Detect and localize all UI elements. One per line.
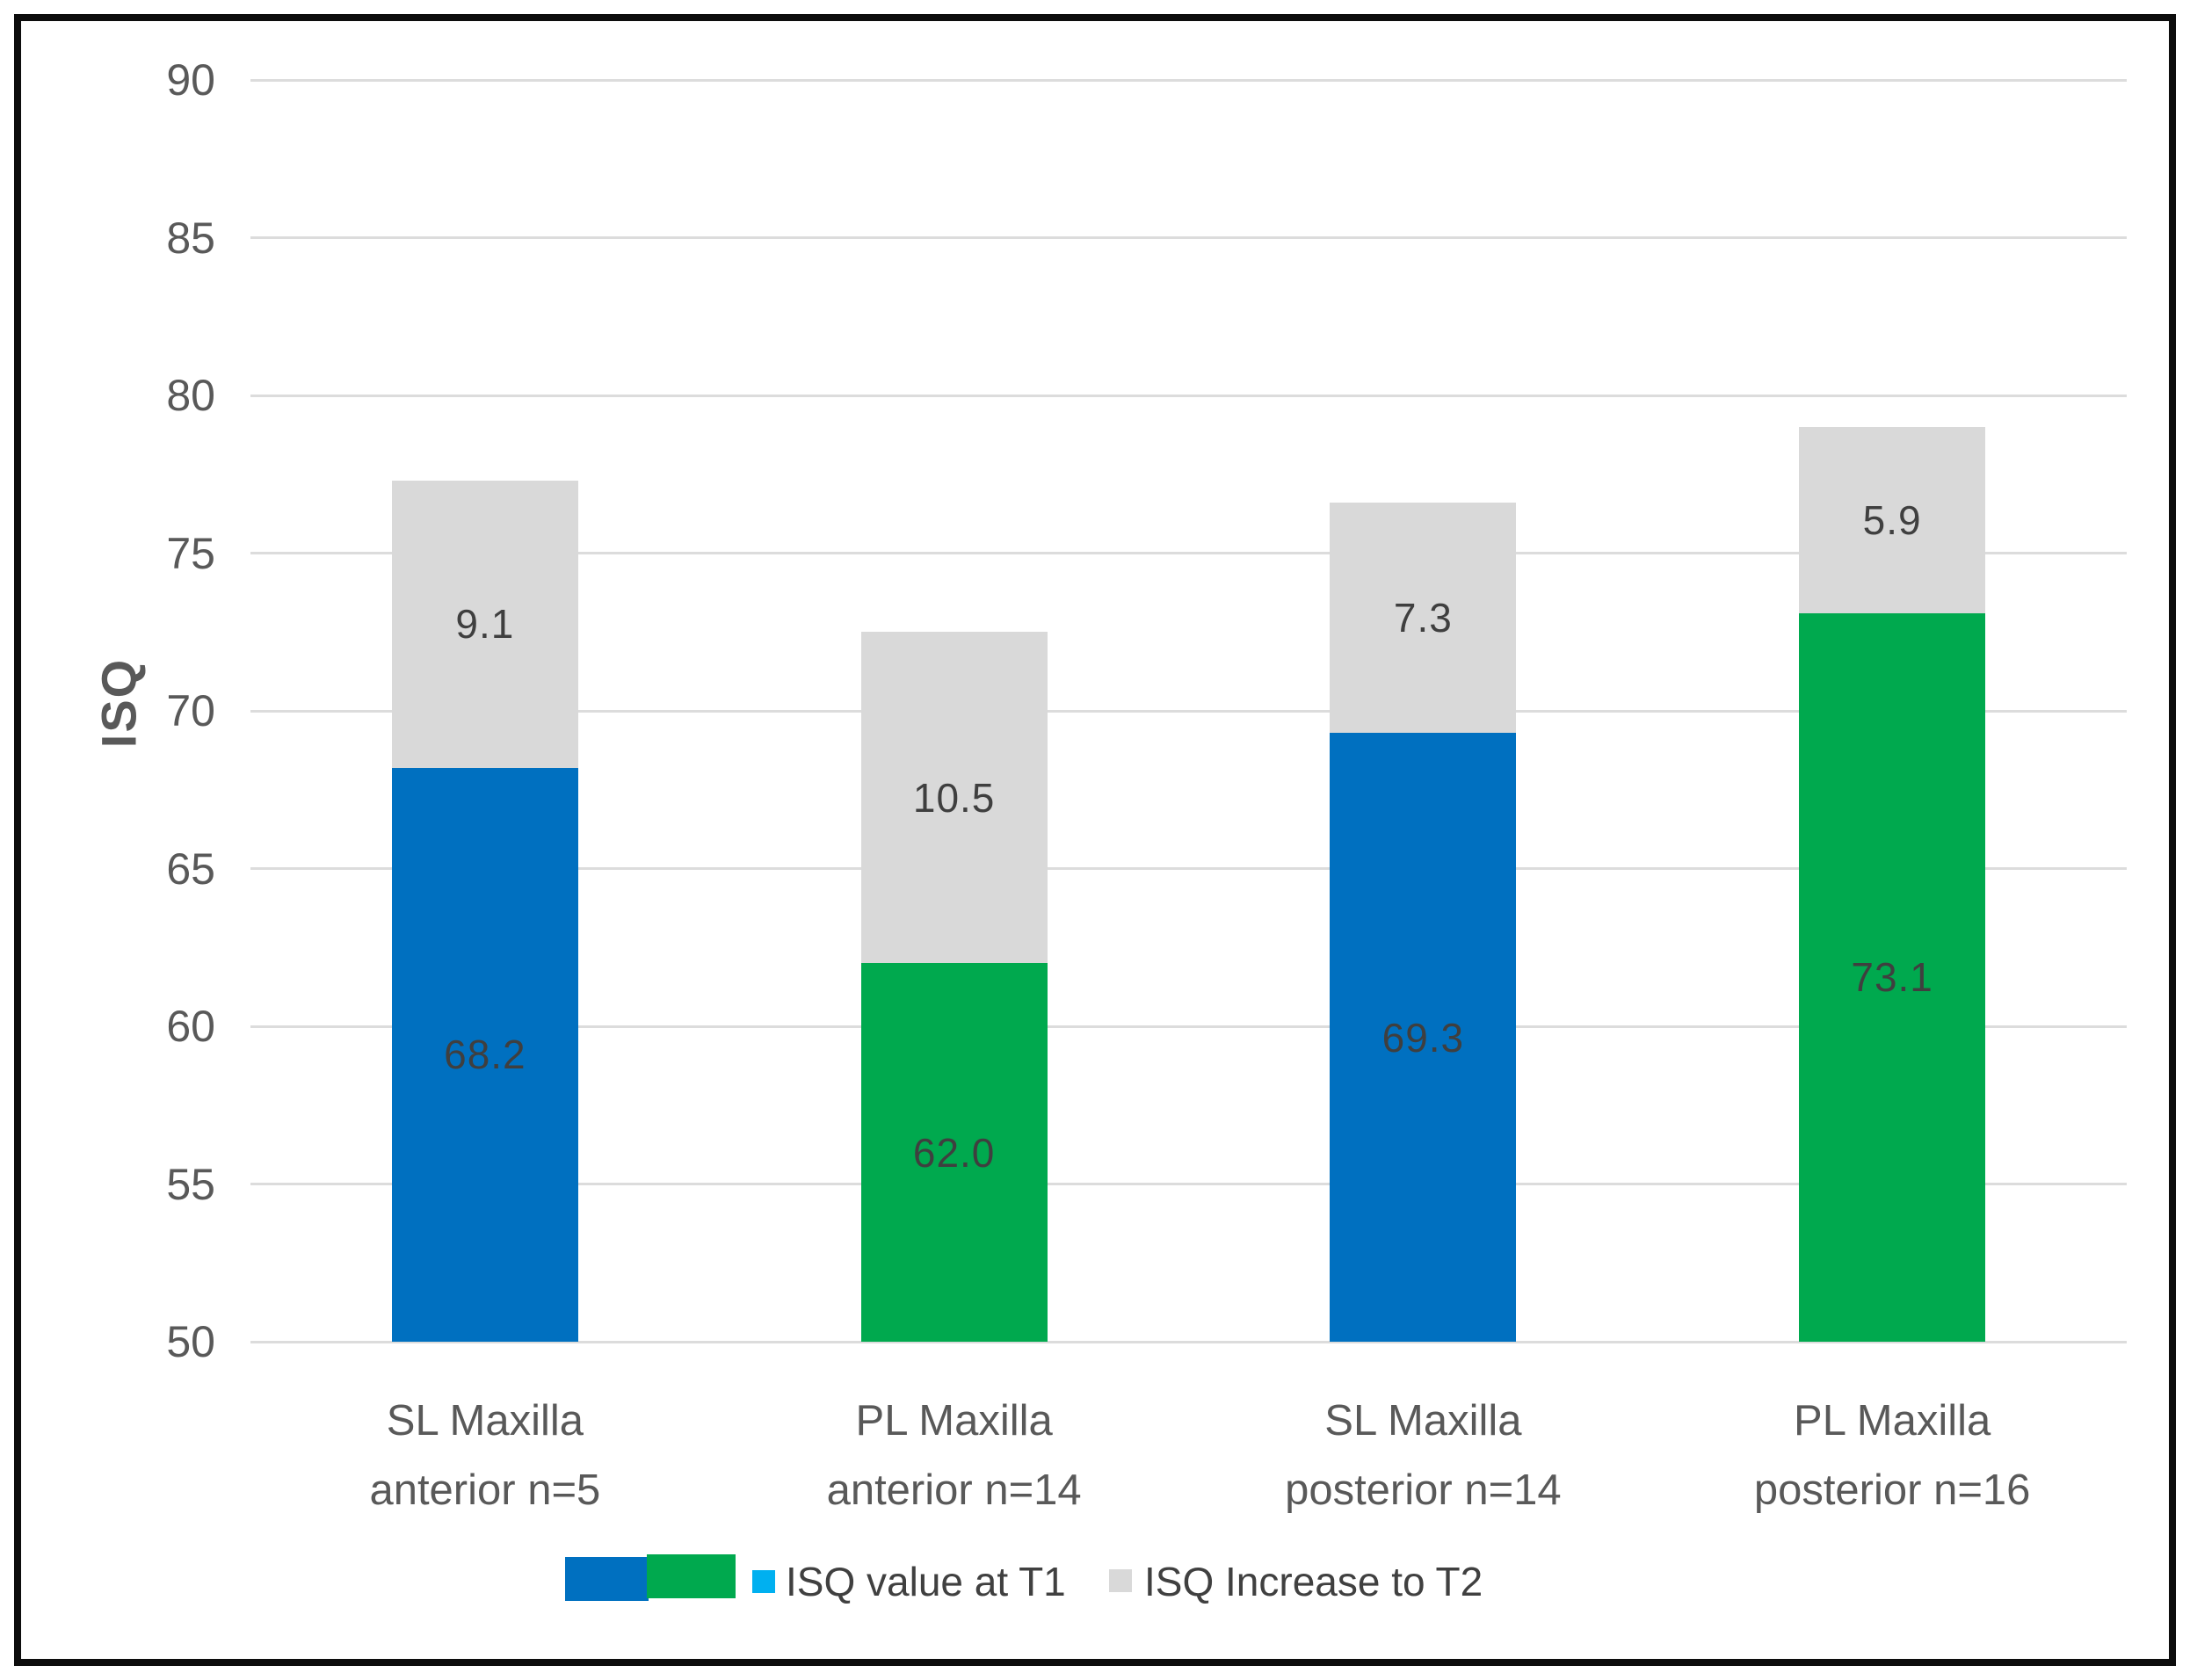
x-category-label: SL Maxilla anterior n=5 bbox=[369, 1397, 601, 1515]
gridline bbox=[250, 236, 2127, 239]
data-label-increase: 9.1 bbox=[455, 601, 515, 648]
gridline bbox=[250, 394, 2127, 397]
bar-segment-t1: 68.2 bbox=[391, 767, 578, 1342]
data-label-t1: 73.1 bbox=[1851, 954, 1933, 1001]
bar-segment-t1: 62.0 bbox=[860, 963, 1048, 1342]
bar-segment-increase: 10.5 bbox=[860, 632, 1048, 964]
y-tick-label: 55 bbox=[166, 1159, 215, 1209]
legend-marker-t2-icon bbox=[1109, 1569, 1132, 1592]
gridline bbox=[250, 552, 2127, 554]
x-category-label: PL Maxilla posterior n=16 bbox=[1753, 1397, 2031, 1515]
chart-frame bbox=[14, 14, 2176, 1666]
y-axis-tick-labels: 90 85 80 75 70 65 60 55 50 bbox=[0, 0, 215, 1680]
gridline bbox=[250, 1183, 2127, 1185]
gridline bbox=[250, 709, 2127, 713]
bar-segment-t1: 69.3 bbox=[1330, 733, 1517, 1342]
data-label-increase: 5.9 bbox=[1862, 496, 1922, 543]
gridline bbox=[250, 1025, 2127, 1028]
y-tick-label: 80 bbox=[166, 371, 215, 420]
data-label-increase: 10.5 bbox=[912, 774, 996, 821]
plot-area: 68.2 9.1 62.0 10.5 69.3 7.3 73.1 5.9 bbox=[250, 78, 2127, 1343]
y-tick-label: 60 bbox=[166, 1002, 215, 1051]
y-tick-label: 75 bbox=[166, 528, 215, 578]
gridline bbox=[250, 1340, 2127, 1343]
bar-segment-increase: 9.1 bbox=[391, 480, 578, 768]
x-category-label: SL Maxilla posterior n=14 bbox=[1285, 1397, 1562, 1515]
legend-swatch-green-icon bbox=[647, 1554, 736, 1598]
y-tick-label: 85 bbox=[166, 213, 215, 263]
legend-label-t1: ISQ value at T1 bbox=[786, 1559, 1066, 1604]
bar-segment-t1: 73.1 bbox=[1799, 612, 1986, 1342]
bar-segment-increase: 7.3 bbox=[1330, 503, 1517, 734]
gridline bbox=[250, 78, 2127, 82]
bar-segment-increase: 5.9 bbox=[1799, 426, 1986, 613]
y-tick-label: 70 bbox=[166, 686, 215, 735]
y-tick-label: 50 bbox=[166, 1317, 215, 1366]
data-label-increase: 7.3 bbox=[1393, 595, 1453, 641]
gridline bbox=[250, 867, 2127, 870]
x-category-label: PL Maxilla anterior n=14 bbox=[826, 1397, 1082, 1515]
data-label-t1: 68.2 bbox=[444, 1032, 526, 1078]
legend-label-t2: ISQ Increase to T2 bbox=[1144, 1559, 1483, 1604]
y-tick-label: 65 bbox=[166, 844, 215, 894]
y-tick-label: 90 bbox=[166, 55, 215, 105]
legend-marker-t1-icon bbox=[752, 1570, 775, 1593]
data-label-t1: 62.0 bbox=[912, 1129, 996, 1176]
legend-swatch-blue-icon bbox=[565, 1557, 649, 1601]
data-label-t1: 69.3 bbox=[1381, 1014, 1465, 1061]
